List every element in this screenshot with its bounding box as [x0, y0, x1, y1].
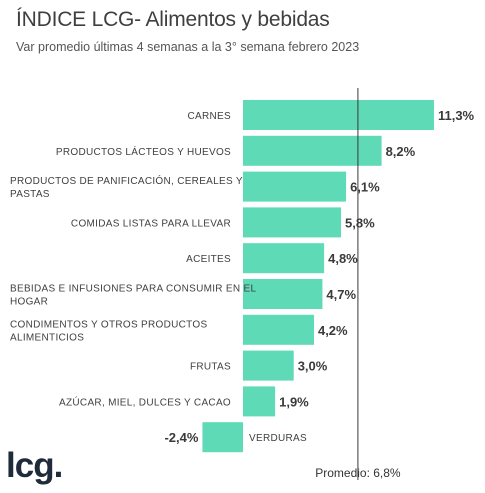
category-label-line: PASTAS — [10, 189, 50, 200]
bar — [243, 279, 323, 309]
category-label-line: PRODUCTOS LÁCTEOS Y HUEVOS — [56, 145, 231, 158]
bar — [243, 314, 314, 345]
lcg-logo: lcg. — [6, 446, 63, 485]
bar — [243, 171, 347, 202]
category-label: AZÚCAR, MIEL, DULCES Y CACAO — [59, 395, 231, 408]
value-label: 3,0% — [298, 359, 328, 374]
value-label: 4,7% — [326, 287, 356, 302]
category-label-line: ACEITES — [186, 254, 231, 265]
category-label: CONDIMENTOS Y OTROS PRODUCTOS ALIMENTICIO… — [10, 319, 207, 343]
chart-title: ÍNDICE LCG- Alimentos y bebidas — [16, 8, 330, 31]
category-label-line: BEBIDAS E INFUSIONES PARA CONSUMIR EN EL — [10, 284, 256, 295]
value-label: 4,2% — [318, 323, 348, 338]
category-label: BEBIDAS E INFUSIONES PARA CONSUMIR EN EL… — [10, 284, 256, 308]
bar — [243, 386, 276, 417]
value-label: -2,4% — [164, 430, 198, 445]
category-label: COMIDAS LISTAS PARA LLEVAR — [71, 218, 231, 229]
category-label: PRODUCTOS DE PANIFICACIÓN, CEREALES Y PAS… — [10, 174, 243, 200]
category-label-line: PRODUCTOS DE PANIFICACIÓN, CEREALES Y — [10, 174, 243, 187]
bar — [243, 243, 325, 274]
bar — [243, 207, 342, 238]
category-label-line: ALIMENTICIOS — [10, 332, 84, 343]
bar — [202, 422, 243, 453]
bar — [243, 135, 382, 166]
category-label-line: VERDURAS — [249, 433, 307, 444]
bar — [243, 350, 294, 381]
category-label: FRUTAS — [190, 362, 231, 373]
category-label-line: CARNES — [188, 111, 232, 122]
bar — [243, 100, 434, 130]
value-label: 1,9% — [279, 394, 309, 409]
category-label: ACEITES — [186, 254, 231, 265]
value-label: 6,1% — [350, 180, 380, 195]
category-label-line: HOGAR — [10, 297, 48, 308]
category-label-line: FRUTAS — [190, 362, 231, 373]
value-label: 5,8% — [345, 215, 375, 230]
value-label: 11,3% — [438, 108, 475, 123]
chart-subtitle: Var promedio últimas 4 semanas a la 3° s… — [16, 40, 360, 54]
category-label: PRODUCTOS LÁCTEOS Y HUEVOS — [56, 145, 231, 158]
average-label: Promedio: 6,8% — [315, 466, 401, 480]
category-label: VERDURAS — [249, 433, 307, 444]
category-label-line: COMIDAS LISTAS PARA LLEVAR — [71, 218, 231, 229]
category-label: CARNES — [188, 111, 232, 122]
category-label-line: AZÚCAR, MIEL, DULCES Y CACAO — [59, 395, 231, 408]
category-label-line: CONDIMENTOS Y OTROS PRODUCTOS — [10, 319, 207, 330]
value-label: 8,2% — [386, 144, 416, 159]
value-label: 4,8% — [328, 251, 358, 266]
